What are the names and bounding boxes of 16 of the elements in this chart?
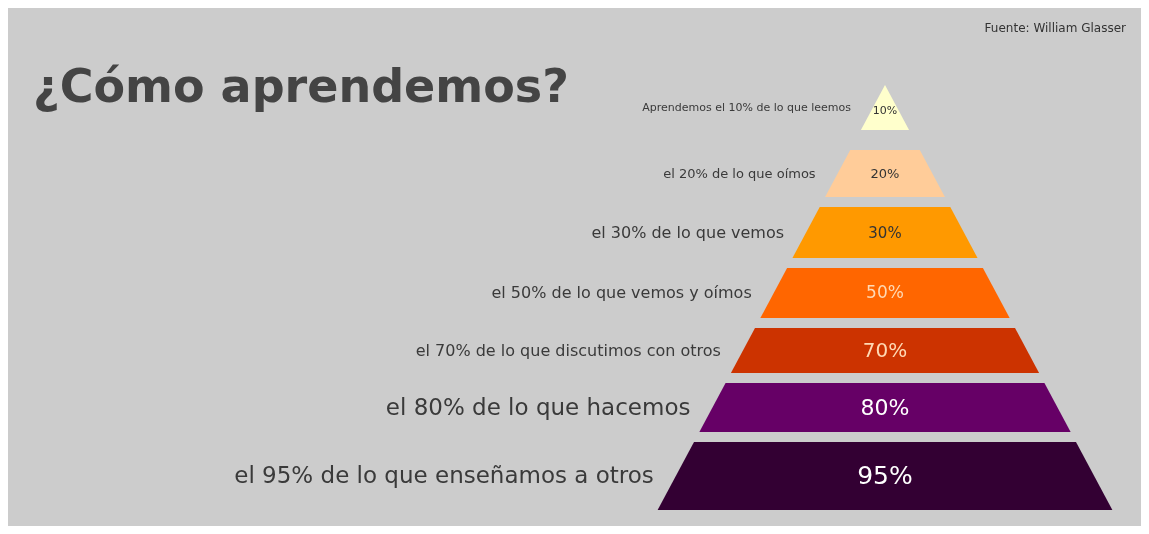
category-label: el 80% de lo que hacemos <box>385 393 691 420</box>
category-label: Aprendemos el 10% de lo que leemos <box>642 100 852 114</box>
category-label: el 95% de lo que enseñamos a otros <box>234 462 654 488</box>
data-label: 20% <box>870 165 900 181</box>
category-label: el 20% de lo que oímos <box>663 165 816 181</box>
data-label: 95% <box>857 461 913 490</box>
data-label: 70% <box>862 337 908 362</box>
data-label: 30% <box>868 223 902 242</box>
text: ¿Cómo aprendemos? <box>33 59 569 113</box>
category-label: el 50% de lo que vemos y oímos <box>491 283 752 302</box>
category-label: el 30% de lo que vemos <box>591 222 785 242</box>
category-label: el 70% de lo que discutimos con otros <box>415 340 721 360</box>
source-note: Fuente: William Glasser <box>984 21 1127 35</box>
data-label: 10% <box>872 103 898 117</box>
data-label: 80% <box>860 394 910 420</box>
data-label: 50% <box>866 282 904 302</box>
